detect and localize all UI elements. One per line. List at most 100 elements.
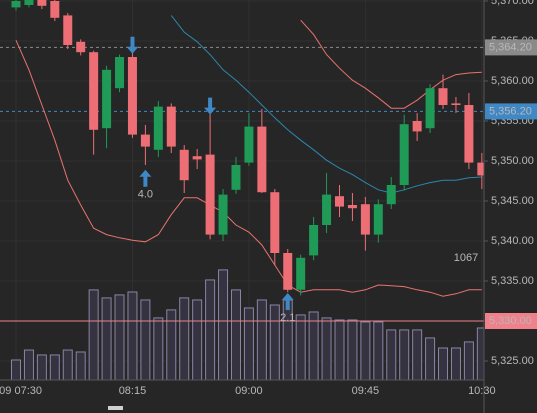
buy-arrow xyxy=(281,293,294,310)
x-tick-label: 10:30 xyxy=(468,385,496,397)
volume-bar xyxy=(360,321,371,380)
candle-body xyxy=(477,162,484,176)
candle-body xyxy=(115,57,125,89)
volume-pane xyxy=(11,269,484,380)
volume-bar xyxy=(463,341,474,380)
candle-body xyxy=(464,105,474,163)
candle-body xyxy=(37,0,47,6)
candle-body xyxy=(270,192,280,253)
y-tick-label: 5,325.00 xyxy=(491,355,534,367)
candle-body xyxy=(11,1,21,8)
candle-body xyxy=(309,225,319,256)
x-tick-label: 09:45 xyxy=(352,385,380,397)
candle-body xyxy=(192,156,202,160)
candle-body xyxy=(335,196,344,207)
candle-body xyxy=(179,149,189,181)
volume-bar xyxy=(334,319,345,380)
price-tag xyxy=(485,39,537,56)
candle-body xyxy=(205,154,215,235)
volume-bar xyxy=(179,297,190,380)
x-tick-label: 08:15 xyxy=(119,385,147,397)
candle-body xyxy=(347,205,357,209)
y-tick-label: 5,350.00 xyxy=(491,155,534,167)
axes: 5,370.005,365.005,360.005,355.005,350.00… xyxy=(0,0,537,397)
volume-bar xyxy=(192,299,203,380)
candle-body xyxy=(296,257,306,290)
volume-bar xyxy=(11,359,21,380)
volume-bar xyxy=(295,314,306,380)
y-tick-label: 5,360.00 xyxy=(491,75,534,87)
candle-body xyxy=(153,106,163,150)
candle-body xyxy=(283,253,293,290)
candle-body xyxy=(244,126,254,163)
marker-label: 2.1 xyxy=(280,312,295,324)
candle-body xyxy=(140,134,150,147)
volume-bar xyxy=(166,309,177,380)
candle-body xyxy=(218,194,228,235)
price-tag-label: 5,330.00 xyxy=(489,315,532,327)
candle-body xyxy=(386,185,396,205)
candle-body xyxy=(24,0,34,5)
y-tick-label: 5,335.00 xyxy=(491,275,534,287)
y-tick-label: 5,340.00 xyxy=(491,235,534,247)
volume-bar xyxy=(205,279,216,380)
volume-scale-label: 1067 xyxy=(454,252,478,264)
volume-bar xyxy=(476,327,484,380)
y-tick-label: 5,345.00 xyxy=(491,195,534,207)
band-line xyxy=(300,19,482,109)
candle-body xyxy=(102,69,112,129)
volume-bar xyxy=(49,354,60,380)
volume-bar xyxy=(269,304,280,380)
price-tag-label: 5,364.20 xyxy=(489,41,532,53)
volume-bar xyxy=(75,351,86,380)
volume-bar xyxy=(373,321,384,380)
candle-body xyxy=(89,52,99,130)
volume-bar xyxy=(153,317,164,380)
candle-body xyxy=(322,194,332,225)
volume-bar xyxy=(308,311,319,380)
candle-body xyxy=(63,15,73,45)
volume-bar xyxy=(399,329,410,380)
volume-bar xyxy=(62,349,73,380)
price-tag-label: 5,356.20 xyxy=(489,105,532,117)
x-tick-label: 5/09 07:30 xyxy=(0,385,42,397)
candle-body xyxy=(166,106,176,147)
candle-body xyxy=(399,124,409,185)
y-tick-label: 5,370.00 xyxy=(491,0,534,7)
band-line xyxy=(170,15,482,194)
volume-bar xyxy=(425,337,436,380)
x-tick-label: 09:00 xyxy=(235,385,263,397)
marker-label: 4.0 xyxy=(138,189,153,201)
volume-bar xyxy=(412,329,423,380)
candle-body xyxy=(373,204,383,235)
candle-body xyxy=(50,1,60,18)
volume-bar xyxy=(23,349,34,380)
candle-body xyxy=(231,165,241,190)
buy-arrow xyxy=(139,169,152,187)
candle-body xyxy=(127,57,137,135)
volume-bar xyxy=(450,347,461,380)
volume-bar xyxy=(101,297,112,380)
volume-bar xyxy=(438,347,449,380)
candle-body xyxy=(425,88,435,129)
candle-body xyxy=(257,126,267,193)
volume-bar xyxy=(243,307,254,380)
price-tag xyxy=(485,313,537,329)
candle-body xyxy=(438,88,448,105)
price-tag xyxy=(485,103,537,120)
volume-bar xyxy=(256,299,267,380)
volume-bar xyxy=(218,269,229,380)
scrollbar[interactable] xyxy=(108,406,123,410)
volume-bar xyxy=(347,319,358,380)
candle-body xyxy=(360,204,370,235)
candle-body xyxy=(412,121,422,132)
sell-arrow xyxy=(204,97,217,115)
candle-body xyxy=(76,41,86,53)
volume-bar xyxy=(140,299,151,380)
volume-bar xyxy=(127,291,138,380)
candle-body xyxy=(451,103,461,105)
volume-bar xyxy=(230,289,241,380)
volume-bar xyxy=(114,294,125,380)
volume-bar xyxy=(88,289,99,380)
